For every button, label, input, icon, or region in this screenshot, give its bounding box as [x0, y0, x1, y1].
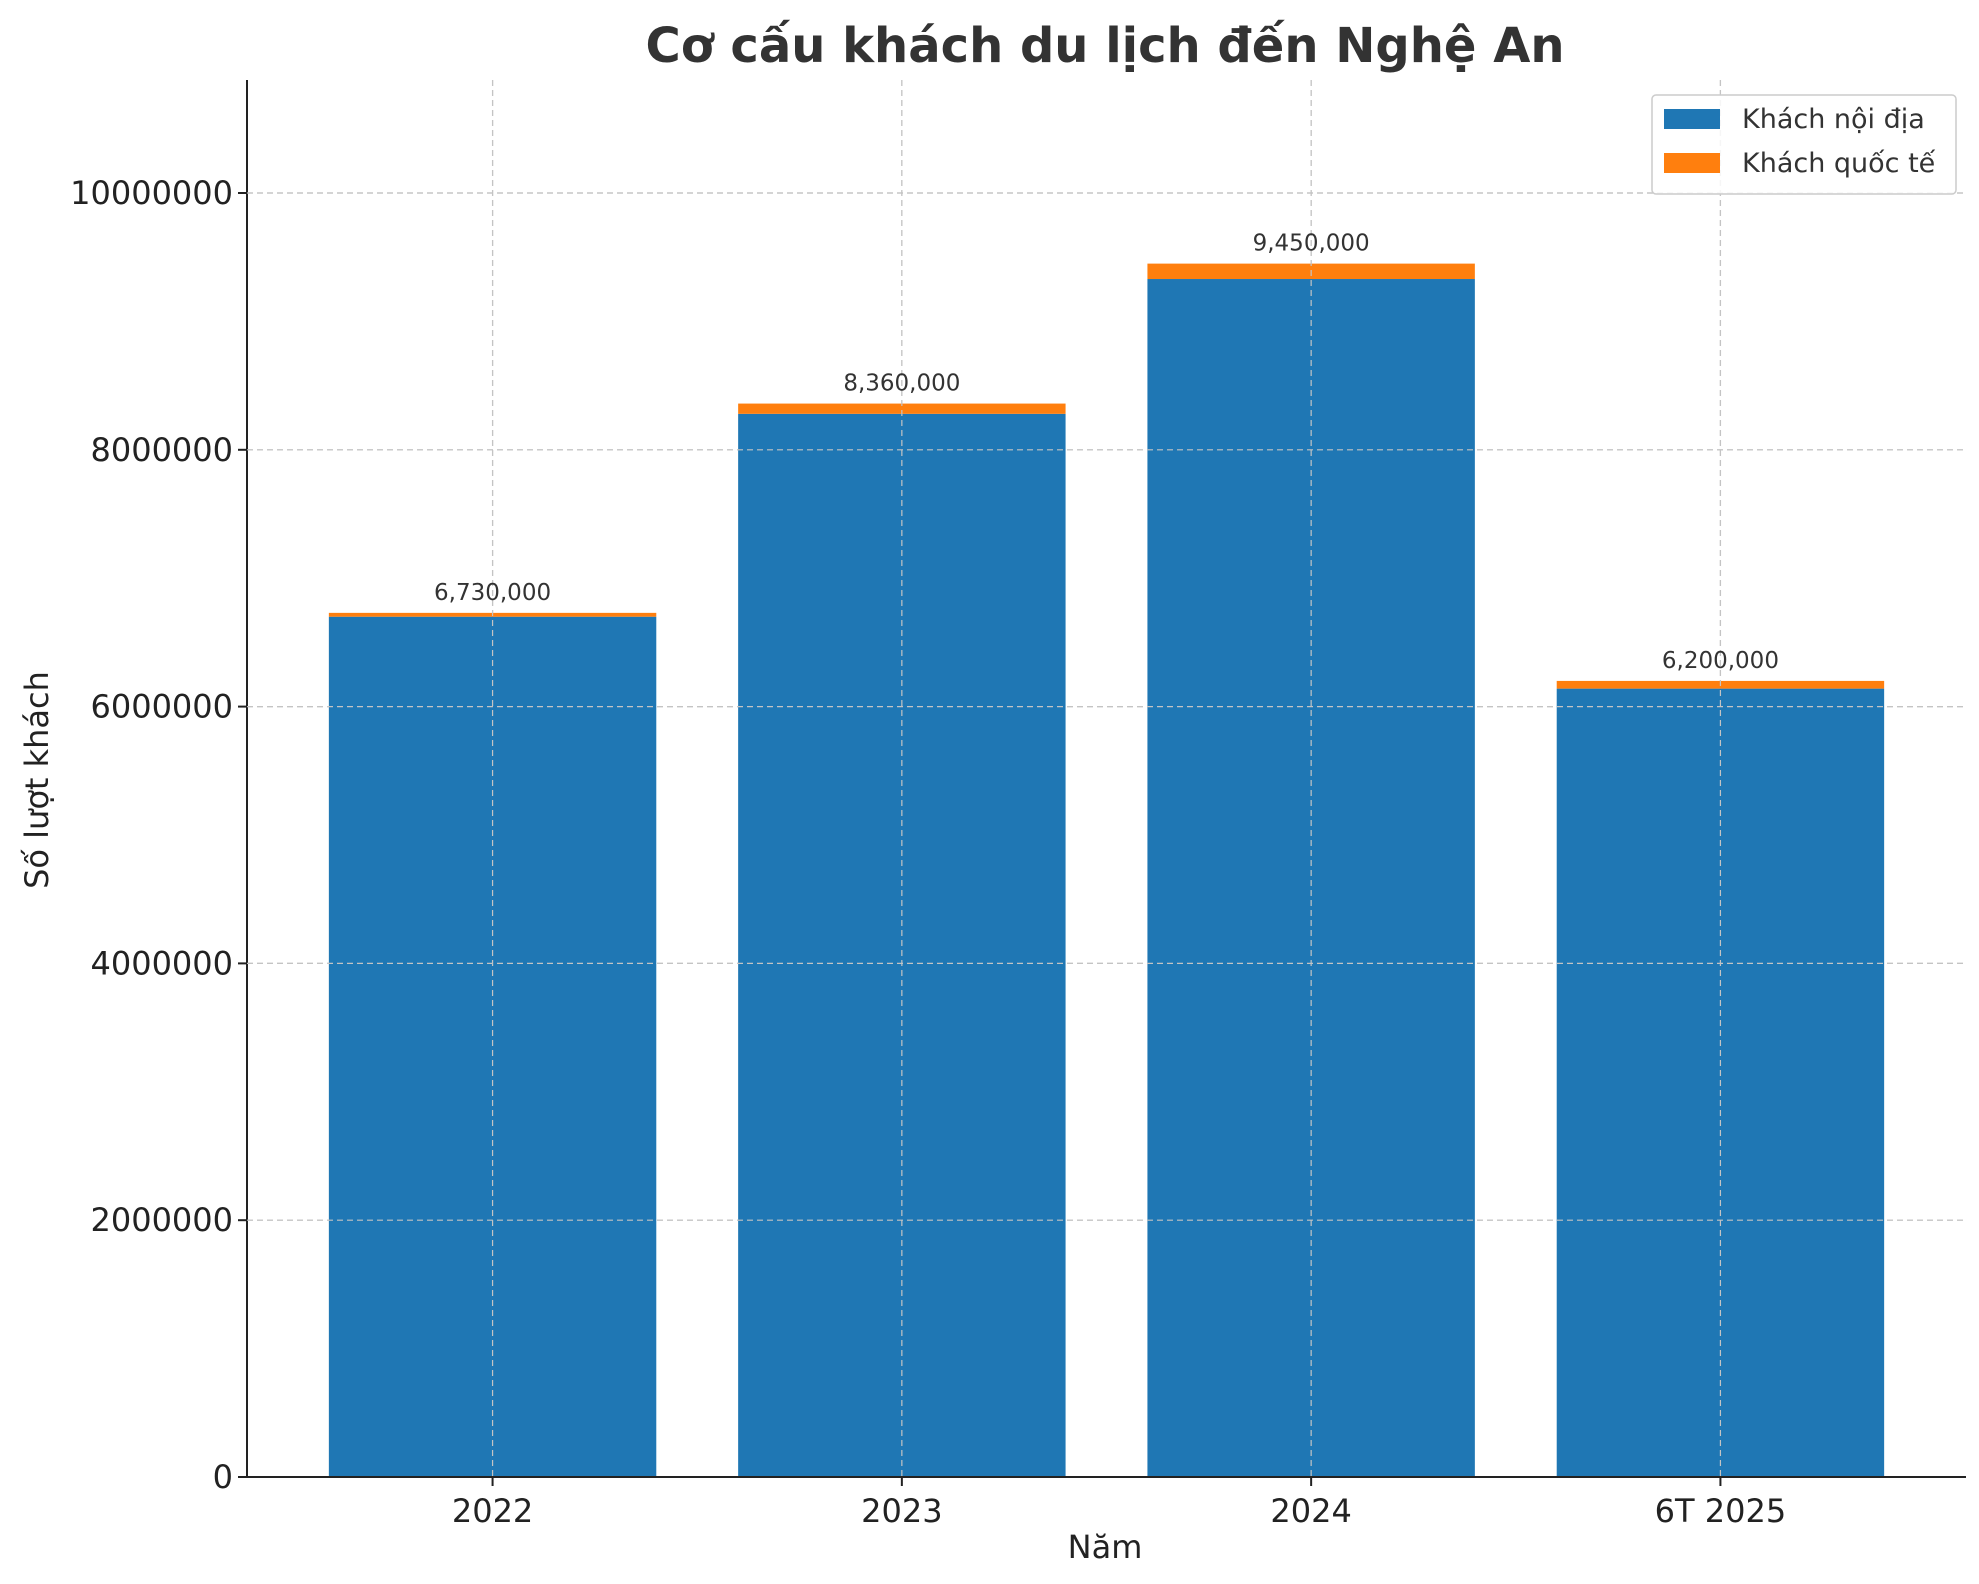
legend-label-international: Khách quốc tế	[1742, 148, 1936, 179]
y-tick-label: 6000000	[90, 688, 233, 726]
data-labels: 6,730,000 8,360,000 9,450,000 6,200,000	[247, 80, 1966, 1477]
x-axis-label: Năm	[1068, 1528, 1143, 1566]
legend-swatch-international	[1664, 153, 1720, 173]
legend-frame	[1651, 94, 1957, 195]
total-label: 6,730,000	[434, 580, 551, 606]
bar-international-2023	[738, 403, 1066, 414]
legend-swatch-domestic	[1664, 109, 1720, 129]
y-axis-label: Số lượt khách	[18, 671, 56, 889]
y-tick-label: 8000000	[90, 431, 233, 469]
legend: Khách nội địa Khách quốc tế	[1651, 94, 1957, 195]
legend-label-domestic: Khách nội địa	[1742, 104, 1925, 135]
x-tick-label: 2024	[1270, 1492, 1351, 1530]
y-tick-label: 0	[213, 1458, 233, 1496]
axes: 0 2000000 4000000 6000000 8000000 10000000 202…	[70, 80, 1966, 1530]
chart-title: Cơ cấu khách du lịch đến Nghệ An	[645, 18, 1564, 74]
y-tick-label: 4000000	[90, 944, 233, 982]
y-tick-label: 10000000	[70, 174, 233, 212]
y-tick-label: 2000000	[90, 1201, 233, 1239]
x-tick-label: 2022	[452, 1492, 533, 1530]
total-label: 8,360,000	[843, 371, 960, 397]
total-label: 6,200,000	[1662, 648, 1779, 674]
bar-domestic-2024	[1147, 279, 1475, 1478]
x-tick-label: 6T 2025	[1655, 1492, 1787, 1530]
bars	[328, 263, 1885, 1478]
total-label: 9,450,000	[1253, 231, 1370, 257]
x-tick-label: 2023	[861, 1492, 942, 1530]
